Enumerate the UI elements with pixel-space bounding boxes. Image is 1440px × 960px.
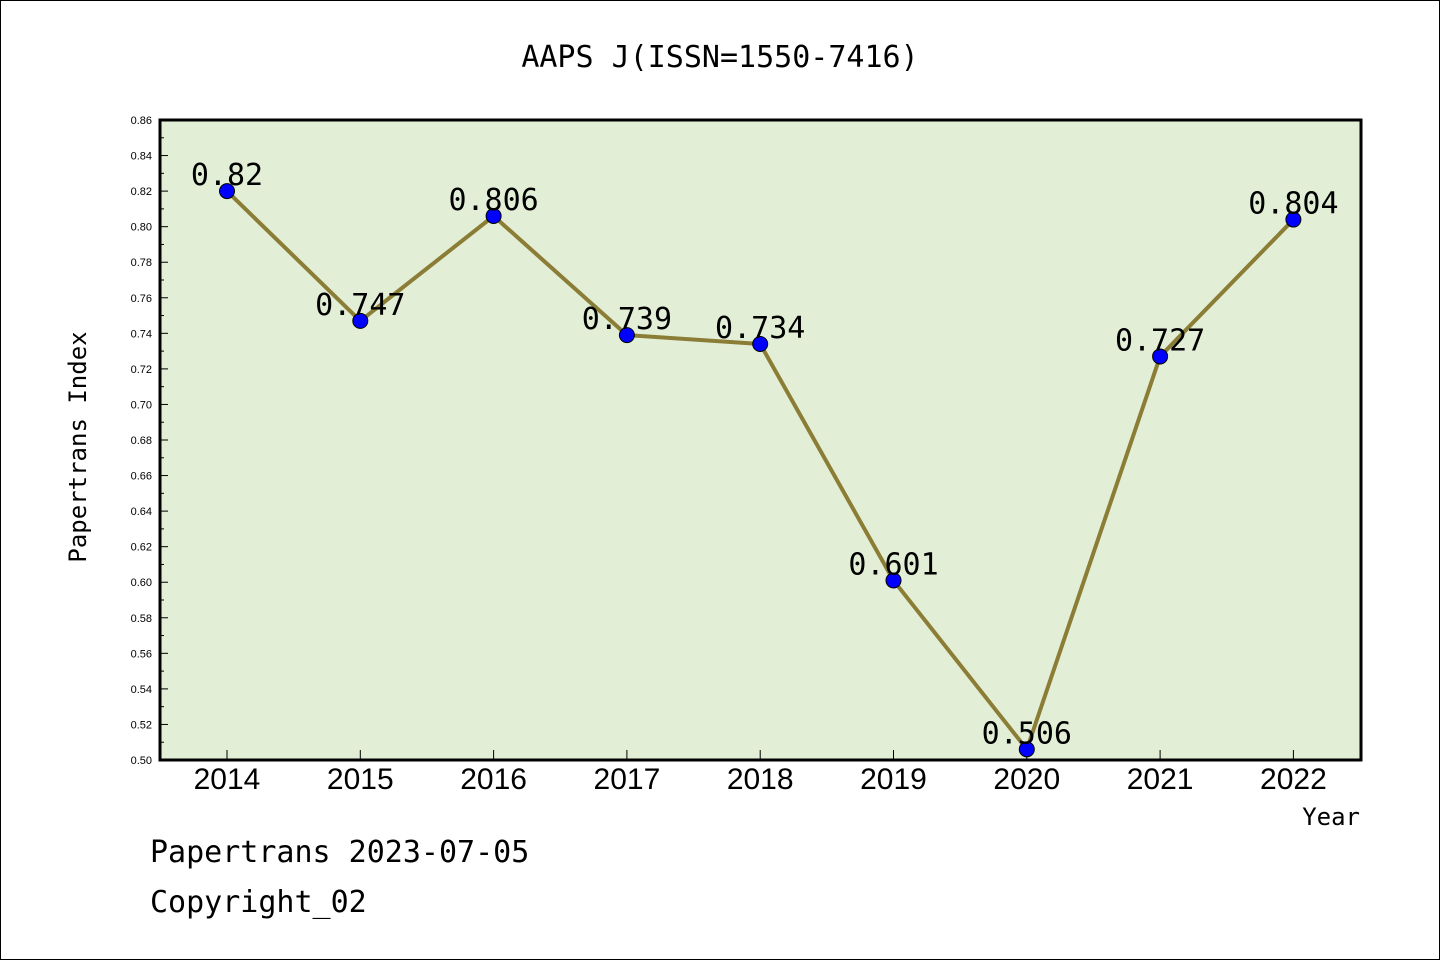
data-labels: 0.82 0.747 0.806 0.739 0.734 0.601 0.506 0.727 0…: [191, 158, 1339, 751]
y-tick-label: 0.72: [131, 364, 152, 376]
y-tick-label: 0.66: [131, 471, 152, 483]
y-axis-label: Papertrans Index: [64, 331, 92, 562]
data-label: 0.734: [715, 311, 805, 346]
y-tick-label: 0.52: [131, 719, 152, 731]
chart-title: AAPS J(ISSN=1550-7416): [521, 40, 918, 75]
y-tick-label: 0.74: [131, 328, 152, 340]
x-tick-label: 2022: [1260, 763, 1327, 796]
y-tick-label: 0.76: [131, 293, 152, 305]
y-tick-label: 0.86: [131, 115, 152, 127]
data-point: [485, 208, 502, 224]
data-point: [1152, 348, 1169, 365]
plot-area: [158, 118, 1363, 762]
x-tick-label: 2020: [993, 763, 1060, 796]
y-tick-label: 0.64: [131, 506, 152, 518]
x-tick-label: 2018: [727, 763, 794, 796]
y-tick-label: 0.84: [131, 151, 152, 163]
data-label: 0.804: [1248, 187, 1338, 222]
data-point: [219, 183, 235, 200]
y-tick-label: 0.54: [131, 684, 152, 696]
x-tick-label: 2017: [594, 763, 661, 796]
data-point: [618, 327, 635, 344]
x-tick-label: 2019: [860, 763, 927, 796]
data-point: [1018, 741, 1035, 758]
x-tick-label: 2014: [194, 763, 261, 796]
x-axis-ticks: 2014 2015 2016 2017 2018 2019 2020 2021 2022: [194, 750, 1327, 796]
y-tick-label: 0.58: [131, 613, 152, 625]
data-label: 0.806: [448, 183, 538, 218]
x-tick-label: 2021: [1127, 763, 1194, 796]
y-axis-ticks: 0.50 0.52 0.54 0.56 0.58 0.60 0.62 0.64 0.66 0.68…: [131, 115, 168, 767]
y-tick-label: 0.68: [131, 435, 152, 447]
x-tick-label: 2016: [460, 763, 527, 796]
y-tick-label: 0.62: [131, 542, 152, 554]
data-points: [219, 183, 1302, 758]
y-tick-label: 0.70: [131, 399, 152, 411]
x-tick-label: 2015: [327, 763, 394, 796]
data-label: 0.747: [315, 288, 405, 323]
data-label: 0.601: [848, 547, 938, 582]
y-tick-label: 0.80: [131, 222, 152, 234]
data-point: [885, 572, 902, 589]
data-label: 0.727: [1115, 323, 1205, 358]
data-point: [352, 312, 369, 329]
data-label: 0.506: [982, 716, 1072, 751]
y-tick-label: 0.56: [131, 648, 152, 660]
footer-date: Papertrans 2023-07-05: [150, 835, 530, 870]
y-tick-label: 0.78: [131, 257, 152, 269]
footer-copyright: Copyright_02: [150, 885, 367, 920]
x-axis-label: Year: [1302, 803, 1360, 831]
data-label: 0.82: [191, 158, 263, 193]
data-point: [1285, 211, 1302, 228]
data-point: [752, 336, 769, 352]
y-tick-label: 0.82: [131, 186, 152, 198]
data-label: 0.739: [582, 302, 672, 337]
y-tick-label: 0.50: [131, 755, 152, 767]
y-tick-label: 0.60: [131, 577, 152, 589]
